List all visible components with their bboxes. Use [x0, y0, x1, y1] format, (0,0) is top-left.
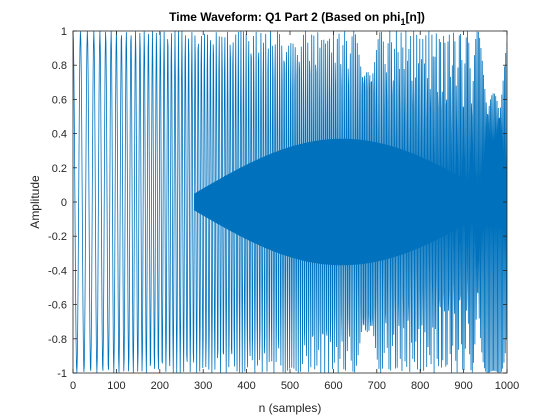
chart-title: Time Waveform: Q1 Part 2 (Based on phi1[…: [169, 10, 425, 27]
x-tick-label: 400: [237, 380, 255, 392]
chart-title-suffix: [n]): [406, 10, 425, 24]
y-tick-label: 0.6: [52, 94, 67, 106]
y-tick-label: 1: [61, 26, 67, 38]
y-axis-ticks: -1 -0.8 -0.6 -0.4 -0.2 0 0.2 0.4 0.6 0.8 1: [48, 26, 507, 380]
y-tick-label: -0.8: [48, 334, 67, 346]
x-tick-label: 100: [107, 380, 125, 392]
x-tick-label: 600: [324, 380, 342, 392]
chart-title-main: Time Waveform: Q1 Part 2 (Based on phi: [169, 10, 400, 24]
plot-area: [72, 30, 508, 374]
y-tick-label: 0.2: [52, 163, 67, 175]
waveform-dense-band: [194, 138, 490, 266]
x-tick-label: 800: [411, 380, 429, 392]
waveform-series-line: [73, 31, 507, 373]
y-tick-label: 0: [61, 197, 67, 209]
x-tick-label: 200: [151, 380, 169, 392]
x-tick-label: 0: [70, 380, 76, 392]
y-tick-label: -1: [57, 368, 67, 380]
y-tick-label: 0.4: [52, 129, 67, 141]
x-tick-label: 300: [194, 380, 212, 392]
x-tick-label: 900: [454, 380, 472, 392]
x-tick-label: 500: [281, 380, 299, 392]
y-tick-label: -0.4: [48, 265, 67, 277]
y-tick-label: -0.2: [48, 231, 67, 243]
chart-title-subscript: 1: [401, 17, 406, 27]
x-tick-label: 700: [368, 380, 386, 392]
y-tick-label: 0.8: [52, 60, 67, 72]
x-axis-ticks: 0 100 200 300 400 500 600 700 800 900 1000: [70, 31, 519, 392]
y-tick-label: -0.6: [48, 300, 67, 312]
y-axis-label: Amplitude: [28, 175, 42, 229]
x-tick-label: 1000: [495, 380, 519, 392]
x-axis-label: n (samples): [259, 401, 322, 415]
